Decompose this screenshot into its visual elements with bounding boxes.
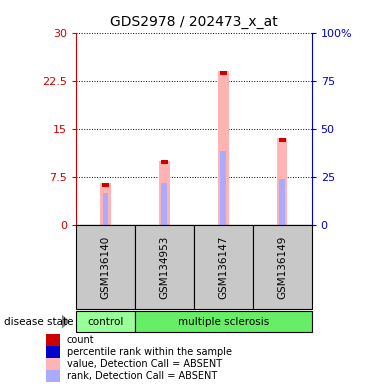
Bar <box>279 179 285 225</box>
Bar <box>102 183 109 187</box>
Bar <box>194 225 253 309</box>
Bar <box>76 225 135 309</box>
Bar <box>220 151 226 225</box>
Bar <box>100 183 111 225</box>
Text: percentile rank within the sample: percentile rank within the sample <box>67 347 232 357</box>
Bar <box>162 183 167 225</box>
Bar <box>135 311 312 332</box>
Text: GSM136140: GSM136140 <box>100 235 111 298</box>
Bar <box>46 334 60 346</box>
Bar <box>135 225 194 309</box>
Bar <box>253 225 312 309</box>
Bar <box>161 161 168 164</box>
Bar <box>46 358 60 370</box>
Bar <box>76 311 135 332</box>
Bar <box>103 193 108 225</box>
Text: multiple sclerosis: multiple sclerosis <box>177 316 269 327</box>
Bar <box>46 346 60 358</box>
Polygon shape <box>62 315 70 328</box>
Bar <box>277 138 287 225</box>
Text: GSM136147: GSM136147 <box>218 235 228 299</box>
Text: rank, Detection Call = ABSENT: rank, Detection Call = ABSENT <box>67 371 217 381</box>
Bar <box>46 370 60 382</box>
Bar <box>159 161 169 225</box>
Bar <box>218 71 228 225</box>
Text: value, Detection Call = ABSENT: value, Detection Call = ABSENT <box>67 359 222 369</box>
Text: GSM136149: GSM136149 <box>277 235 287 299</box>
Text: GSM134953: GSM134953 <box>159 235 169 299</box>
Bar <box>220 71 227 74</box>
Text: control: control <box>87 316 124 327</box>
Text: disease state: disease state <box>4 316 73 327</box>
Bar <box>279 138 286 142</box>
Title: GDS2978 / 202473_x_at: GDS2978 / 202473_x_at <box>110 15 278 29</box>
Text: count: count <box>67 335 95 345</box>
